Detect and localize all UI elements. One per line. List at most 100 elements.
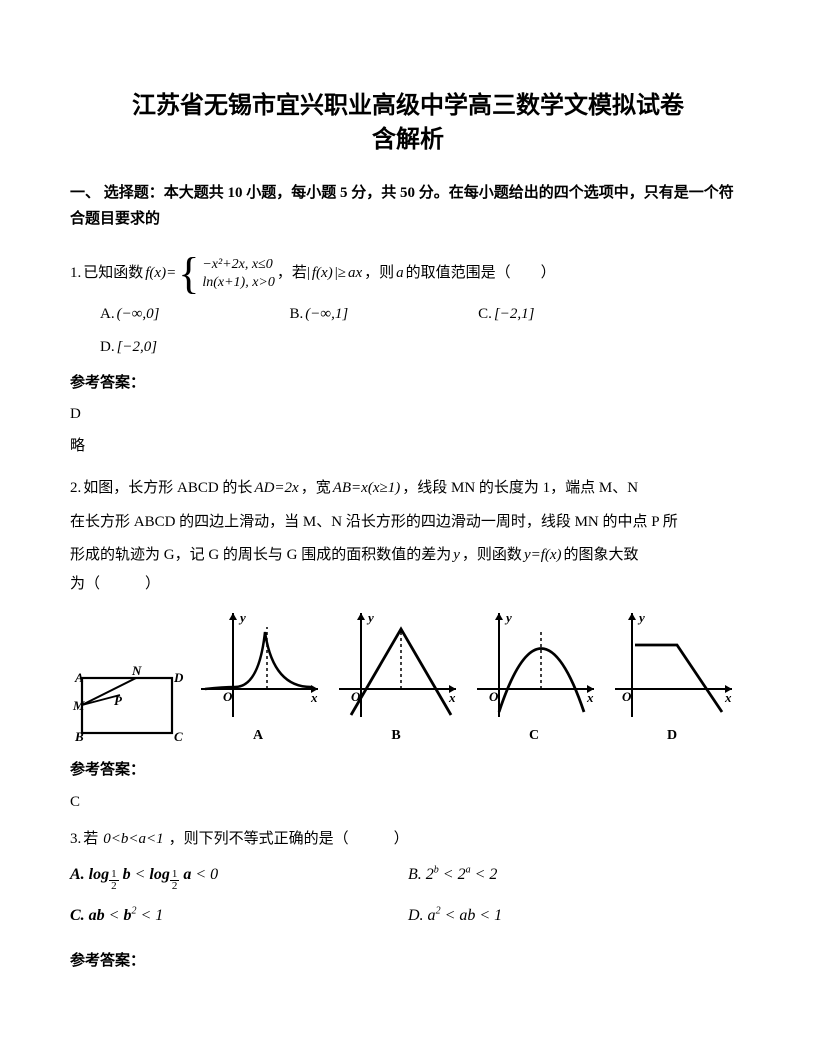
- q1-text-e: 的取值范围是（ ）: [406, 261, 556, 287]
- graph-d-svg: O y x: [607, 607, 737, 722]
- section-intro: 一、 选择题：本大题共 10 小题，每小题 5 分，共 50 分。在每小题给出的…: [70, 181, 746, 232]
- question-1: 1. 已知函数 f(x)= { −x²+2x, x≤0 ln(x+1), x>0…: [70, 254, 746, 361]
- q3-text-b: ，则下列不等式正确的是（ ）: [169, 827, 409, 853]
- fig-label-b: B: [331, 724, 461, 748]
- q3-cond: 0<b<a<1: [103, 827, 163, 853]
- q2-y: y: [453, 540, 460, 572]
- q1-text-c: |≥: [335, 261, 346, 287]
- q2-text-f: ，则函数: [462, 540, 522, 572]
- q2-answer: C: [70, 790, 746, 816]
- q2-text-d: 在长方形 ABCD 的四边上滑动，当 M、N 沿长方形的四边滑动一周时，线段 M…: [70, 507, 678, 539]
- opt-label: A.: [100, 302, 115, 328]
- q1-fx-eq: f(x)=: [145, 261, 176, 287]
- q2-text-a: 如图，长方形 ABCD 的长: [83, 473, 252, 505]
- opt-value: (−∞,0]: [117, 302, 160, 328]
- title-line-1: 江苏省无锡市宜兴职业高级中学高三数学文模拟试卷: [132, 93, 684, 119]
- opt-label: B.: [290, 302, 304, 328]
- q1-stem: 1. 已知函数 f(x)= { −x²+2x, x≤0 ln(x+1), x>0…: [70, 254, 746, 294]
- svg-text:x: x: [724, 690, 732, 705]
- opt-label: C.: [478, 302, 492, 328]
- q2-stem-line1: 2. 如图，长方形 ABCD 的长 AD=2x ，宽 AB=x(x≥1) ，线段…: [70, 473, 746, 572]
- question-2: 2. 如图，长方形 ABCD 的长 AD=2x ，宽 AB=x(x≥1) ，线段…: [70, 473, 746, 748]
- q1-ax: ax: [348, 261, 362, 287]
- question-3: 3. 若 0<b<a<1 ，则下列不等式正确的是（ ） A. log12 b <…: [70, 827, 746, 939]
- svg-text:A: A: [74, 670, 84, 685]
- q2-yfx: y=f(x): [524, 540, 562, 572]
- q3-number: 3.: [70, 827, 81, 853]
- graph-c-svg: O y x: [469, 607, 599, 722]
- page-title: 江苏省无锡市宜兴职业高级中学高三数学文模拟试卷 含解析: [70, 90, 746, 157]
- fig-graph-b: O y x B: [331, 607, 461, 748]
- svg-text:M: M: [72, 698, 85, 713]
- q1-fx: f(x): [312, 261, 333, 287]
- q3-stem: 3. 若 0<b<a<1 ，则下列不等式正确的是（ ）: [70, 827, 746, 853]
- q1-text-a: 已知函数: [83, 261, 143, 287]
- title-line-2: 含解析: [372, 127, 444, 153]
- svg-text:x: x: [310, 690, 318, 705]
- q1-option-b: B. (−∞,1]: [290, 302, 349, 328]
- svg-text:y: y: [637, 610, 645, 625]
- fig-label-c: C: [469, 724, 599, 748]
- opt-label: D.: [100, 335, 115, 361]
- q2-text-b: ，宽: [301, 473, 331, 505]
- q2-ab: AB=x(x≥1): [333, 473, 401, 505]
- fig-graph-a: O y x A: [193, 607, 323, 748]
- q3-options: A. log12 b < log12 a < 0 B. 2b < 2a < 2 …: [70, 861, 746, 940]
- svg-text:C: C: [174, 729, 183, 744]
- q1-answer: D: [70, 402, 746, 428]
- rectangle-svg: A D B C M N P: [70, 653, 185, 748]
- graph-a-svg: O y x: [193, 607, 323, 722]
- q1-options-row1: A. (−∞,0] B. (−∞,1] C. [−2,1]: [100, 302, 746, 328]
- q1-option-a: A. (−∞,0]: [100, 302, 160, 328]
- fig-label-d: D: [607, 724, 737, 748]
- q1-option-c: C. [−2,1]: [478, 302, 534, 328]
- q2-ad: AD=2x: [254, 473, 298, 505]
- svg-text:x: x: [586, 690, 594, 705]
- q1-piecewise: { −x²+2x, x≤0 ln(x+1), x>0: [178, 254, 275, 294]
- q2-text-h: 为（ ）: [70, 572, 746, 598]
- svg-text:B: B: [74, 729, 84, 744]
- q1-note: 略: [70, 434, 746, 460]
- opt-value: (−∞,1]: [305, 302, 348, 328]
- fig-graph-c: O y x C: [469, 607, 599, 748]
- q2-answer-label: 参考答案：: [70, 758, 746, 784]
- q3-answer-label: 参考答案：: [70, 949, 746, 975]
- q1-text-b: ，若|: [277, 261, 310, 287]
- q2-text-e: 形成的轨迹为 G，记 G 的周长与 G 围成的面积数值的差为: [70, 540, 451, 572]
- q1-pw-bot: ln(x+1), x>0: [202, 274, 275, 292]
- q2-text-g: 的图象大致: [564, 540, 639, 572]
- q1-option-d: D. [−2,0]: [100, 335, 157, 361]
- q3-option-d: D. a2 < ab < 1: [408, 902, 746, 929]
- svg-text:O: O: [622, 689, 632, 704]
- q1-number: 1.: [70, 261, 81, 287]
- q1-a: a: [396, 261, 404, 287]
- q1-answer-label: 参考答案：: [70, 371, 746, 397]
- opt-value: [−2,1]: [494, 302, 535, 328]
- q2-text-c: ，线段 MN 的长度为 1，端点 M、N: [402, 473, 638, 505]
- fig-graph-d: O y x D: [607, 607, 737, 748]
- q2-figures: A D B C M N P O y x A: [70, 607, 746, 748]
- svg-text:N: N: [131, 663, 142, 678]
- svg-text:y: y: [366, 610, 374, 625]
- svg-text:y: y: [238, 610, 246, 625]
- q1-options-row2: D. [−2,0]: [100, 335, 746, 361]
- svg-text:D: D: [173, 670, 184, 685]
- q1-text-d: ，则: [364, 261, 394, 287]
- q3-option-c: C. ab < b2 < 1: [70, 902, 408, 929]
- svg-text:P: P: [114, 693, 123, 708]
- opt-value: [−2,0]: [117, 335, 158, 361]
- fig-rectangle: A D B C M N P: [70, 653, 185, 748]
- fig-label-a: A: [193, 724, 323, 748]
- q1-pw-top: −x²+2x, x≤0: [202, 256, 275, 274]
- brace-icon: {: [178, 254, 199, 294]
- svg-text:y: y: [504, 610, 512, 625]
- svg-text:O: O: [223, 689, 233, 704]
- q3-text-a: 若: [83, 827, 98, 853]
- svg-text:O: O: [489, 689, 499, 704]
- graph-b-svg: O y x: [331, 607, 461, 722]
- q3-option-b: B. 2b < 2a < 2: [408, 861, 746, 892]
- svg-text:O: O: [351, 689, 361, 704]
- svg-text:x: x: [448, 690, 456, 705]
- q2-number: 2.: [70, 473, 81, 505]
- q3-option-a: A. log12 b < log12 a < 0: [70, 861, 408, 892]
